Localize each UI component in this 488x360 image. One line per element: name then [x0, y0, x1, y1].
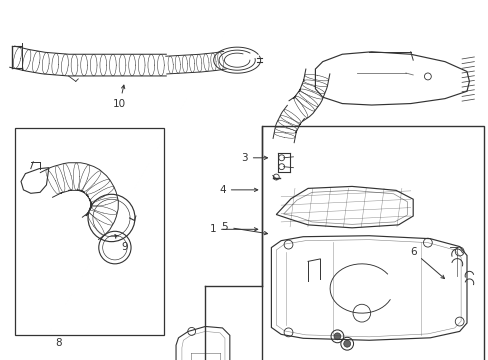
Text: 6: 6: [409, 247, 444, 279]
Text: 5: 5: [221, 222, 267, 235]
Text: 1: 1: [209, 224, 257, 234]
Circle shape: [343, 340, 350, 347]
Text: 3: 3: [241, 153, 267, 163]
Text: 9: 9: [115, 235, 128, 252]
Bar: [261, 126, 483, 360]
Bar: [15, 128, 163, 336]
Text: 8: 8: [55, 338, 62, 348]
Text: 7: 7: [0, 359, 1, 360]
Text: 2: 2: [0, 359, 1, 360]
Circle shape: [333, 333, 340, 340]
Text: 4: 4: [219, 185, 257, 195]
Text: 10: 10: [113, 85, 126, 109]
